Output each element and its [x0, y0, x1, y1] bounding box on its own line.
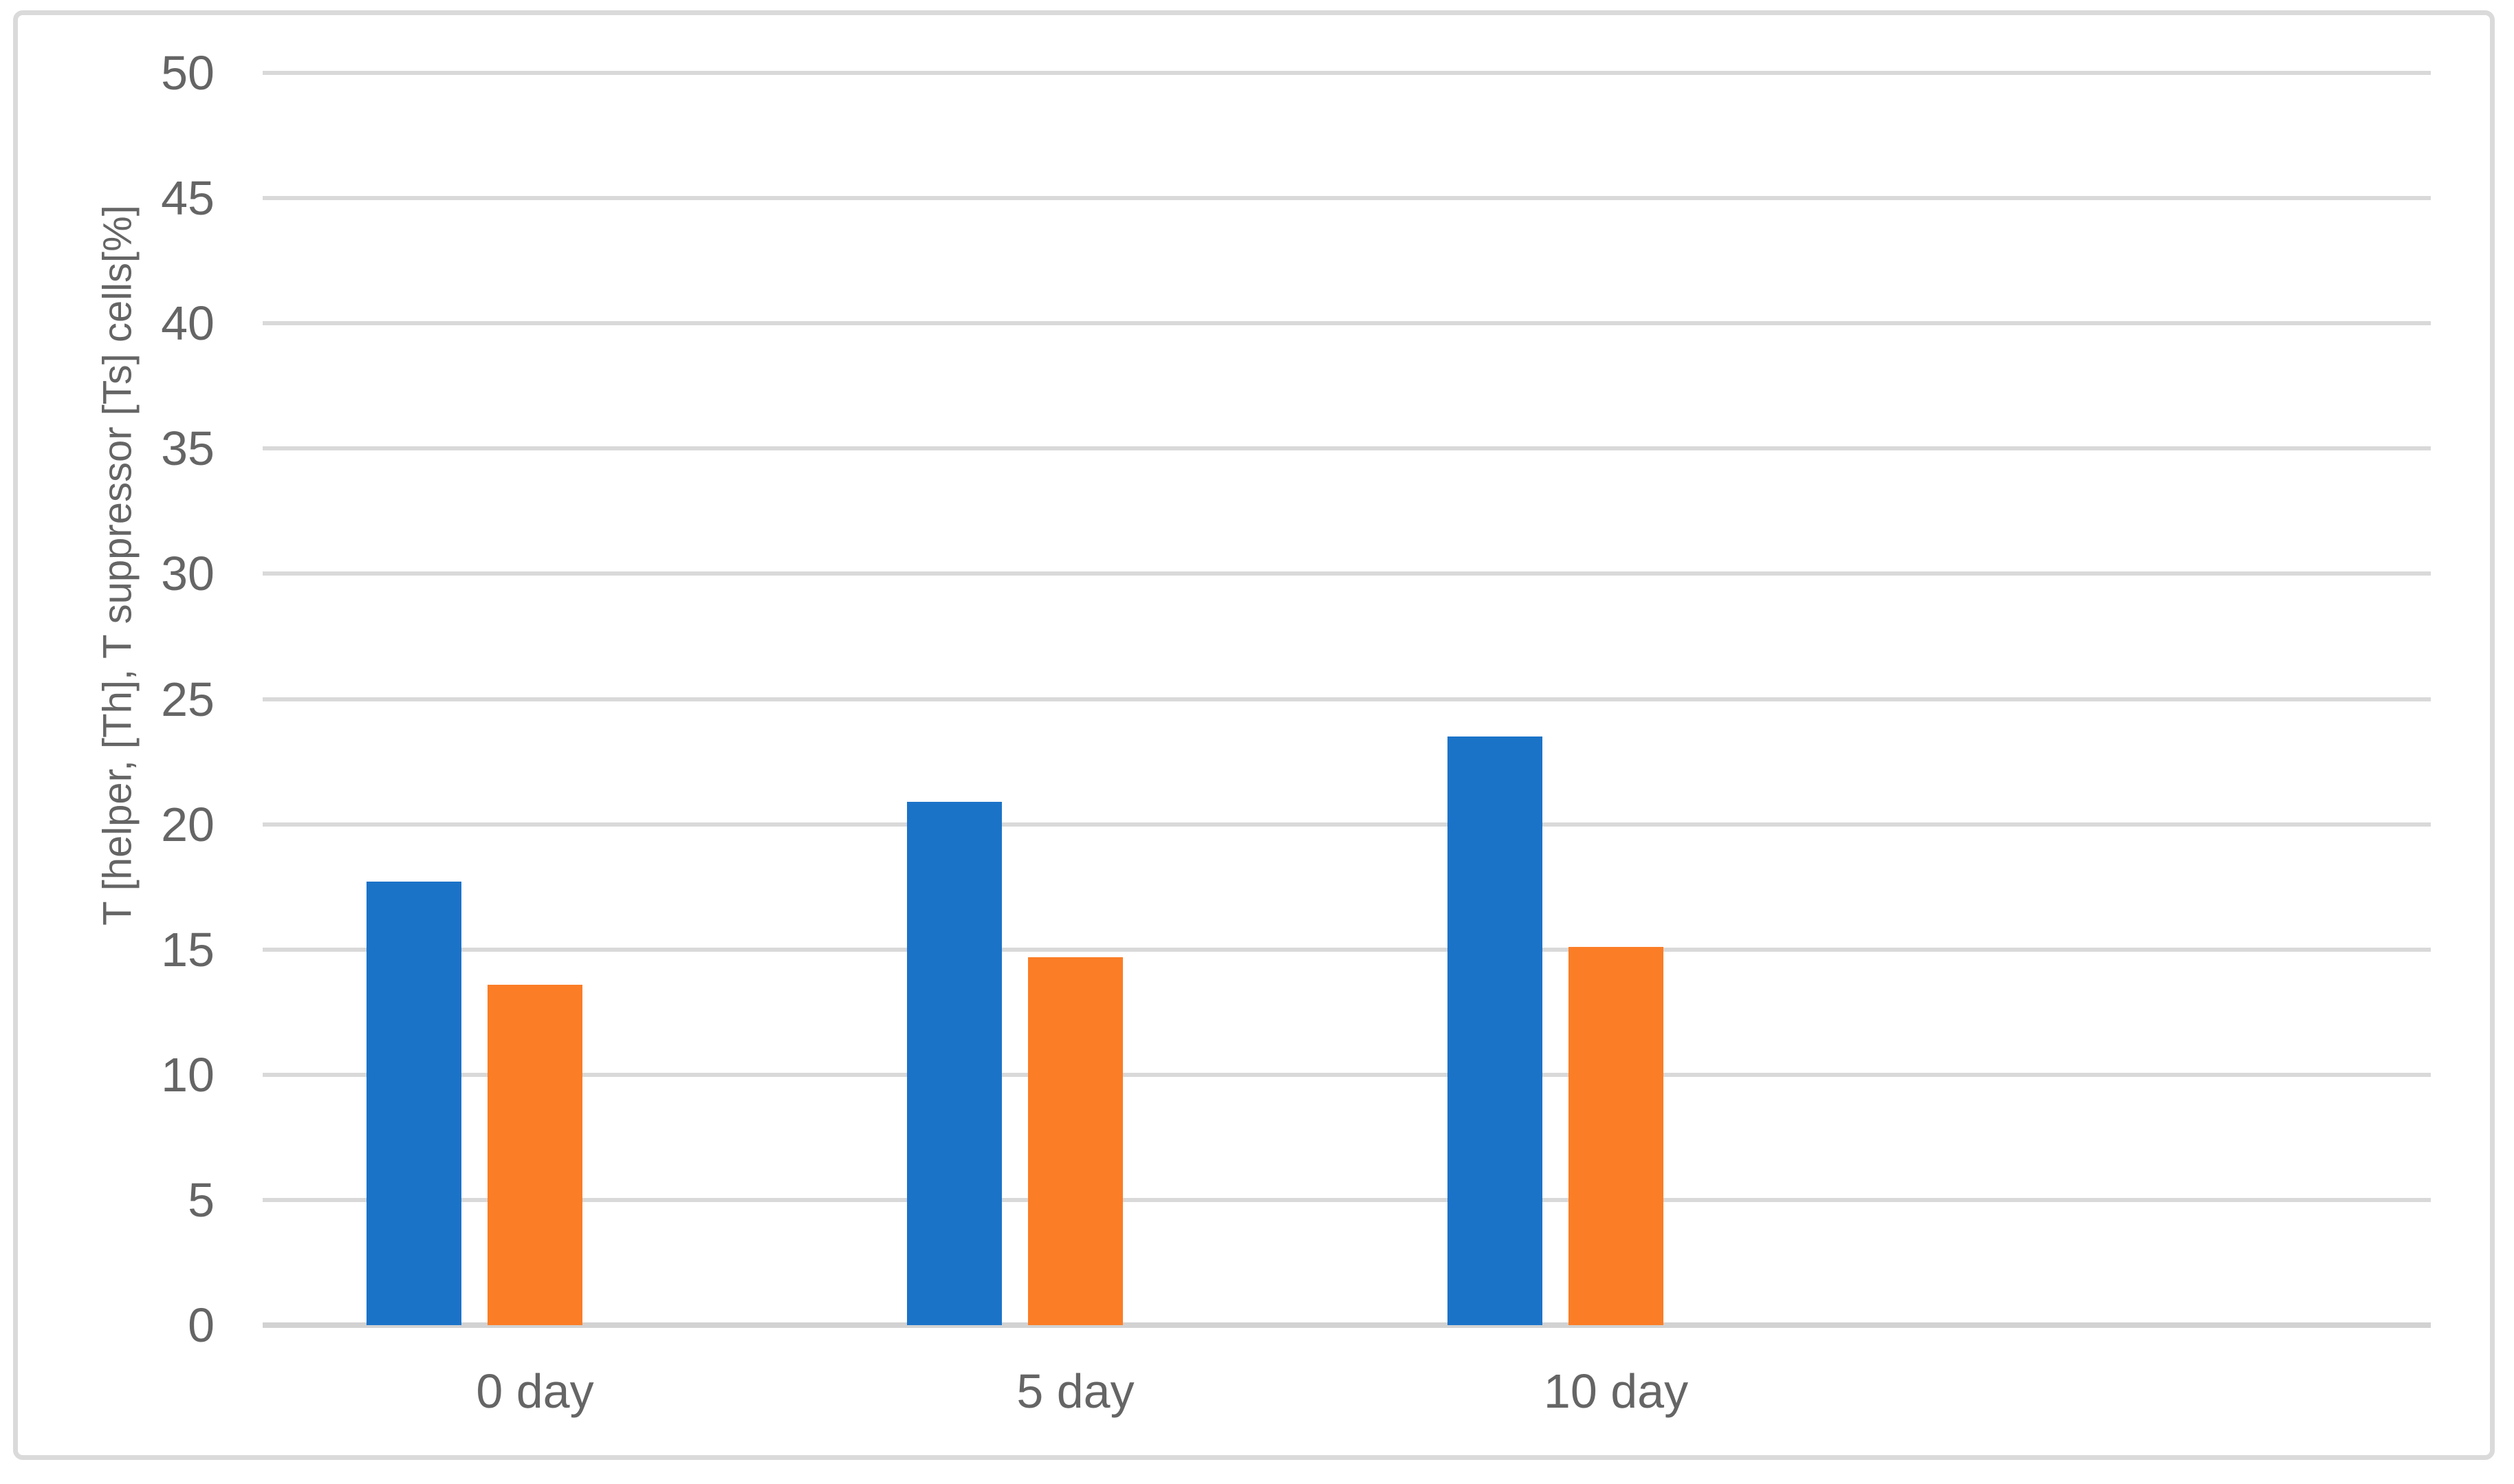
- y-tick-label: 20: [161, 797, 215, 851]
- gridline: [263, 822, 2431, 827]
- plot-area: [263, 71, 2431, 1328]
- gridline: [263, 446, 2431, 451]
- gridline: [263, 571, 2431, 576]
- x-axis-line: [263, 1322, 2431, 1328]
- y-tick-label: 25: [161, 672, 215, 726]
- y-tick-label: 40: [161, 296, 215, 351]
- bar-orange-10-day: [1568, 947, 1663, 1325]
- gridline: [263, 947, 2431, 952]
- gridline: [263, 321, 2431, 326]
- gridline: [263, 1197, 2431, 1202]
- y-tick-label: 10: [161, 1047, 215, 1102]
- x-tick-label: 10 day: [1543, 1364, 1689, 1418]
- y-tick-label: 30: [161, 547, 215, 601]
- y-tick-label: 35: [161, 422, 215, 476]
- bar-blue-0-day: [367, 882, 461, 1325]
- gridline: [263, 1072, 2431, 1077]
- y-tick-label: 5: [188, 1172, 215, 1227]
- y-tick-label: 45: [161, 171, 215, 226]
- bar-blue-10-day: [1447, 736, 1542, 1325]
- gridline: [263, 71, 2431, 75]
- y-tick-label: 50: [161, 46, 215, 100]
- bar-orange-0-day: [488, 984, 582, 1325]
- x-tick-label: 5 day: [1016, 1364, 1135, 1418]
- y-tick-label: 15: [161, 922, 215, 976]
- figure-border: [13, 10, 2495, 1460]
- gridline: [263, 697, 2431, 701]
- bar-orange-5-day: [1028, 957, 1123, 1325]
- y-tick-label: 0: [188, 1298, 215, 1352]
- bar-blue-5-day: [907, 801, 1002, 1325]
- x-tick-label: 0 day: [476, 1364, 594, 1418]
- gridline: [263, 196, 2431, 201]
